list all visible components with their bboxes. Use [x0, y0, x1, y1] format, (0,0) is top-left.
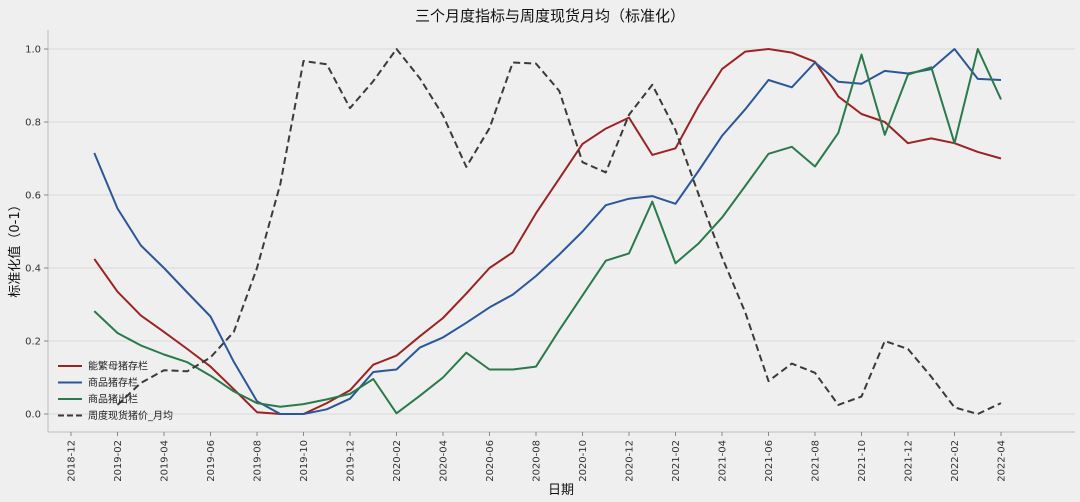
x-tick-label: 2020-06 [485, 440, 496, 482]
legend-label: 商品猪存栏 [88, 376, 138, 389]
y-tick-label: 0.0 [25, 410, 41, 421]
x-tick-label: 2019-06 [206, 440, 217, 482]
y-tick-label: 0.4 [25, 264, 41, 275]
x-tick-label: 2019-04 [160, 440, 171, 482]
axes: 0.0 0.2 0.4 0.6 0.8 1.0 2018-12 2019-02 2019-04 2… [25, 30, 1075, 482]
legend-label: 商品猪出栏 [88, 393, 138, 406]
y-tick-label: 0.6 [25, 191, 41, 202]
x-tick-label: 2020-04 [439, 440, 450, 482]
series-group [93, 48, 1002, 415]
series-line [116, 48, 1002, 415]
x-tick-label: 2021-04 [718, 440, 729, 482]
x-tick-label: 2022-04 [997, 440, 1008, 482]
x-tick-label: 2021-10 [857, 440, 868, 482]
legend-label: 能繁母猪存栏 [88, 360, 148, 373]
x-tick-label: 2020-02 [392, 440, 403, 482]
x-tick-label: 2019-10 [299, 440, 310, 482]
y-axis-label: 标准化值（0-1） [7, 198, 23, 297]
x-tick-label: 2020-08 [532, 440, 543, 482]
legend-label: 周度现货猪价_月均 [88, 409, 173, 422]
x-tick-label: 2021-02 [671, 440, 682, 482]
series-line [93, 48, 1002, 415]
y-tick-label: 0.8 [25, 118, 41, 129]
x-tick-label: 2022-02 [950, 440, 961, 482]
x-axis-label: 日期 [548, 483, 574, 498]
chart-title: 三个月度指标与周度现货月均（标准化） [415, 7, 685, 25]
x-tick-label: 2018-12 [67, 440, 78, 482]
x-tick-label: 2021-08 [811, 440, 822, 482]
series-line [93, 48, 1002, 415]
series-line [93, 48, 1002, 415]
x-tick-label: 2019-08 [253, 440, 264, 482]
grid [48, 48, 1075, 415]
x-tick-label: 2020-10 [578, 440, 589, 482]
y-tick-label: 1.0 [25, 45, 41, 56]
y-tick-label: 0.2 [25, 337, 41, 348]
x-tick-label: 2021-12 [904, 440, 915, 482]
x-tick-label: 2020-12 [625, 440, 636, 482]
x-tick-label: 2021-06 [764, 440, 775, 482]
x-tick-label: 2019-02 [113, 440, 124, 482]
x-tick-label: 2019-12 [346, 440, 357, 482]
